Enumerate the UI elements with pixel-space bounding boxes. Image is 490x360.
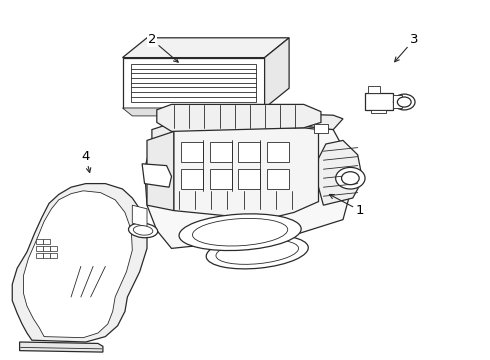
Polygon shape	[36, 253, 43, 258]
Ellipse shape	[206, 235, 308, 269]
Text: 2: 2	[147, 33, 178, 62]
Polygon shape	[393, 95, 402, 108]
Text: 4: 4	[81, 150, 91, 172]
Polygon shape	[267, 169, 289, 189]
Polygon shape	[122, 58, 265, 108]
Ellipse shape	[133, 226, 153, 235]
Polygon shape	[12, 184, 147, 342]
Polygon shape	[314, 124, 328, 133]
Circle shape	[397, 97, 411, 107]
Polygon shape	[238, 169, 260, 189]
Polygon shape	[43, 239, 50, 244]
Polygon shape	[50, 253, 57, 258]
Polygon shape	[24, 191, 132, 338]
Ellipse shape	[216, 240, 298, 264]
Circle shape	[336, 167, 365, 189]
Polygon shape	[371, 110, 386, 113]
Polygon shape	[36, 239, 43, 244]
Polygon shape	[174, 128, 318, 220]
Polygon shape	[265, 38, 289, 108]
Polygon shape	[147, 131, 174, 211]
Circle shape	[393, 94, 415, 110]
Polygon shape	[20, 342, 103, 352]
Text: 1: 1	[329, 194, 365, 217]
Polygon shape	[157, 104, 321, 131]
Text: 3: 3	[394, 33, 418, 62]
Polygon shape	[132, 205, 147, 227]
Polygon shape	[43, 253, 50, 258]
Polygon shape	[267, 142, 289, 162]
Polygon shape	[181, 169, 203, 189]
Polygon shape	[122, 38, 289, 58]
Polygon shape	[238, 142, 260, 162]
Polygon shape	[181, 142, 203, 162]
Ellipse shape	[128, 223, 158, 238]
Polygon shape	[152, 113, 343, 140]
Circle shape	[342, 172, 359, 185]
Polygon shape	[142, 164, 172, 187]
Polygon shape	[210, 142, 232, 162]
Polygon shape	[318, 140, 363, 205]
Polygon shape	[122, 108, 274, 116]
Ellipse shape	[193, 219, 288, 246]
Ellipse shape	[179, 214, 301, 251]
Polygon shape	[365, 93, 393, 110]
Polygon shape	[50, 246, 57, 251]
Polygon shape	[368, 86, 380, 93]
Polygon shape	[131, 64, 256, 102]
Polygon shape	[210, 169, 232, 189]
Polygon shape	[145, 122, 353, 248]
Polygon shape	[43, 246, 50, 251]
Polygon shape	[36, 246, 43, 251]
